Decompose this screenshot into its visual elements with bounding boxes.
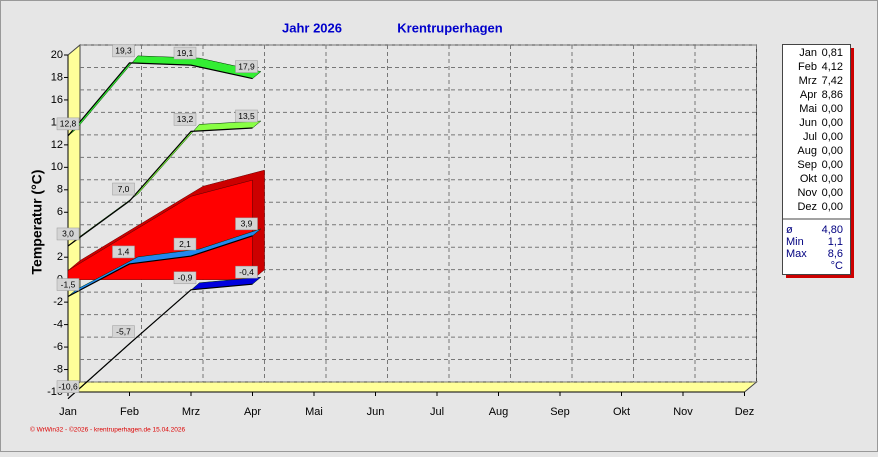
value-label: 7,0 [118,184,130,194]
value-label: -10,6 [58,381,78,391]
month-name: Mrz [799,75,817,87]
month-value: 0,00 [822,145,843,157]
month-value: 0,00 [822,159,843,171]
value-label: 17,9 [238,61,255,71]
y-tick-label: 10 [51,161,63,173]
month-name: Nov [797,187,817,199]
y-tick-label: 8 [57,184,63,196]
series-line [67,62,253,137]
month-name: Okt [800,173,817,185]
value-label-box [235,265,258,279]
value-label-box [235,60,258,73]
month-name: Dez [797,201,817,213]
x-tick-label: Apr [244,406,261,418]
footer: © WrWin32 - ©2026 - krentruperhagen.de 1… [30,426,185,434]
value-label: -5,7 [116,326,131,336]
x-tick-label: Nov [673,406,693,418]
month-name: Jul [803,131,817,143]
stat-value: 1,1 [828,236,843,248]
month-name: Jan [799,47,817,59]
y-axis-label: Temperatur (°C) [29,170,45,275]
value-label: 2,1 [179,239,191,249]
x-tick-label: Aug [489,406,509,418]
value-label-box [173,113,197,126]
x-tick-label: Dez [735,406,755,418]
value-label-box [235,109,258,123]
x-tick-label: Sep [550,406,570,418]
series-line [67,235,253,298]
value-label: -0,9 [178,273,193,283]
x-tick-label: Jul [430,406,444,418]
month-value: 0,00 [822,187,843,199]
value-label: 19,1 [177,48,194,58]
series-line [67,127,253,247]
value-label: 12,8 [60,119,77,129]
value-label: 19,3 [115,46,132,56]
value-label-box [112,44,135,58]
x-tick-label: Feb [120,406,139,418]
stat-value: 4,80 [822,224,843,236]
month-value: 0,00 [822,131,843,143]
series-line [67,283,253,400]
floor [66,381,758,393]
value-label-box [173,46,197,60]
x-tick-label: Jun [367,406,385,418]
month-value: 0,81 [822,47,843,59]
y-tick-label: -2 [53,296,63,308]
y-tick-label: 20 [51,49,63,61]
chart-title: Jahr 2026 [282,20,342,35]
value-label-box [173,271,197,285]
value-label-box [56,380,80,393]
y-tick-label: 18 [51,71,63,83]
month-name: Apr [800,89,817,101]
value-label-box [56,278,80,291]
y-tick-label: 2 [57,251,63,263]
x-tick-label: Mai [305,406,323,418]
month-name: Aug [797,145,817,157]
y-tick-label: 16 [51,94,63,106]
stat-name: Max [786,248,807,260]
value-label-box [173,237,197,251]
y-tick-label: -6 [53,341,63,353]
value-label: 13,2 [177,114,194,124]
summary-panel [782,44,851,275]
month-name: Sep [797,159,817,171]
month-name: Feb [798,61,817,73]
value-label: 3,0 [62,229,74,239]
left-wall [67,43,81,394]
value-label: -1,5 [61,279,76,289]
x-tick-label: Okt [613,406,630,418]
x-tick-label: Mrz [182,406,200,418]
unit: °C [831,260,843,272]
month-value: 8,86 [822,89,843,101]
month-name: Jun [799,117,817,129]
month-value: 0,00 [822,173,843,185]
value-label: -0,4 [239,267,254,277]
value-label-box [56,227,80,241]
stat-name: ø [786,224,793,236]
x-tick-label: Jan [59,406,77,418]
y-tick-label: -4 [53,319,63,331]
value-label-box [112,325,135,338]
value-label: 3,9 [241,219,253,229]
y-tick-label: -8 [53,363,63,375]
stat-name: Min [786,236,804,248]
value-label: 13,5 [238,111,255,121]
value-label-box [112,245,135,259]
stat-value: 8,6 [828,248,843,260]
month-name: Mai [799,103,817,115]
month-value: 0,00 [822,117,843,129]
value-label-box [56,117,80,131]
month-value: 4,12 [822,61,843,73]
value-label: 1,4 [118,247,130,257]
month-value: 0,00 [822,201,843,213]
y-tick-label: 12 [51,139,63,151]
chart-subtitle: Krentruperhagen [397,20,503,35]
value-label-box [112,182,135,196]
month-value: 0,00 [822,103,843,115]
y-tick-label: 6 [57,206,63,218]
month-value: 7,42 [822,75,843,87]
value-label-box [235,217,258,231]
